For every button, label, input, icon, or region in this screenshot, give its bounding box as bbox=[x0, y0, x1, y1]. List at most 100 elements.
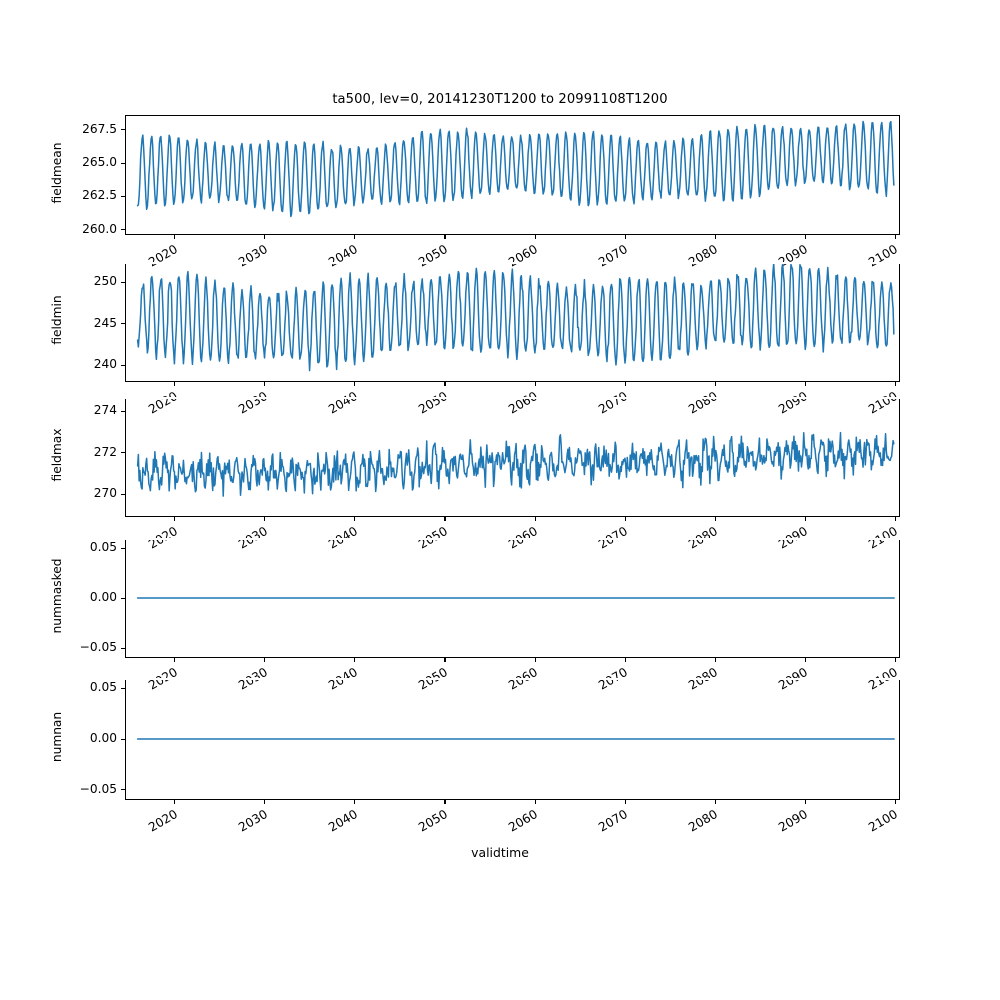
y-tick-mark bbox=[121, 129, 125, 131]
x-tick-mark bbox=[804, 517, 806, 521]
x-tick-mark bbox=[354, 658, 356, 662]
y-tick-label: 0.00 bbox=[89, 731, 117, 745]
y-tick-mark bbox=[121, 229, 125, 231]
y-tick-label: 0.05 bbox=[89, 680, 117, 695]
x-tick-mark bbox=[894, 800, 897, 804]
x-tick-mark bbox=[354, 382, 356, 386]
x-tick-mark bbox=[714, 658, 716, 662]
subplot-fieldmax bbox=[125, 397, 900, 517]
x-tick-mark bbox=[174, 800, 176, 804]
x-tick-mark bbox=[534, 235, 536, 239]
x-tick-mark bbox=[714, 382, 716, 386]
x-tick-label: 2080 bbox=[686, 807, 721, 835]
x-tick-mark bbox=[174, 382, 176, 386]
subplot-nummasked bbox=[125, 538, 900, 658]
subplot-fieldmin bbox=[125, 262, 900, 382]
y-tick-mark bbox=[121, 647, 125, 649]
x-tick-mark bbox=[444, 658, 446, 662]
x-tick-mark bbox=[174, 517, 176, 521]
y-tick-label: 262.5 bbox=[82, 188, 117, 203]
x-tick-mark bbox=[894, 382, 897, 386]
x-tick-mark bbox=[444, 517, 446, 521]
figure-title: ta500, lev=0, 20141230T1200 to 20991108T… bbox=[332, 92, 668, 107]
x-tick-mark bbox=[354, 517, 356, 521]
y-tick-mark bbox=[121, 687, 125, 689]
x-tick-mark bbox=[804, 800, 806, 804]
y-tick-label: 240 bbox=[93, 357, 117, 372]
y-tick-mark bbox=[121, 789, 125, 791]
y-tick-label: 270 bbox=[93, 486, 117, 501]
y-tick-label: 250 bbox=[93, 274, 117, 288]
x-tick-mark bbox=[714, 235, 716, 239]
x-tick-mark bbox=[264, 382, 266, 386]
y-tick-label: 274 bbox=[93, 403, 117, 418]
x-tick-mark bbox=[624, 800, 626, 804]
x-tick-label: 2100 bbox=[866, 807, 901, 835]
y-tick-label: −0.05 bbox=[79, 781, 117, 796]
y-axis-label-numnan: numnan bbox=[50, 711, 64, 763]
x-tick-mark bbox=[804, 235, 806, 239]
y-tick-mark bbox=[121, 162, 125, 164]
x-tick-mark bbox=[714, 517, 716, 521]
y-tick-mark bbox=[121, 323, 125, 325]
y-tick-label: 260.0 bbox=[82, 221, 117, 236]
panel-gap-mask bbox=[0, 262, 1000, 264]
x-tick-mark bbox=[354, 800, 356, 804]
y-tick-label: 267.5 bbox=[82, 121, 117, 136]
x-tick-label: 2070 bbox=[596, 807, 631, 835]
x-tick-mark bbox=[534, 382, 536, 386]
y-tick-label: 265.0 bbox=[82, 155, 117, 169]
y-tick-label: 272 bbox=[93, 444, 117, 459]
x-tick-mark bbox=[624, 517, 626, 521]
y-axis-label-nummasked: nummasked bbox=[50, 558, 64, 634]
x-tick-mark bbox=[624, 658, 626, 662]
x-tick-mark bbox=[174, 658, 176, 662]
y-tick-mark bbox=[121, 738, 125, 740]
x-tick-mark bbox=[894, 517, 897, 521]
x-tick-mark bbox=[264, 517, 266, 521]
y-tick-label: −0.05 bbox=[79, 640, 117, 654]
x-tick-mark bbox=[534, 800, 536, 804]
x-tick-mark bbox=[804, 382, 806, 386]
y-tick-label: 0.05 bbox=[89, 540, 117, 554]
x-tick-mark bbox=[894, 658, 897, 662]
y-tick-label: 245 bbox=[93, 315, 117, 330]
y-tick-mark bbox=[121, 547, 125, 549]
x-tick-mark bbox=[894, 235, 897, 239]
x-tick-label: 2040 bbox=[325, 807, 360, 835]
x-tick-label: 2020 bbox=[145, 807, 180, 835]
y-tick-mark bbox=[121, 281, 125, 283]
panel-gap-mask bbox=[0, 538, 1000, 540]
x-tick-label: 2050 bbox=[416, 807, 450, 835]
x-tick-mark bbox=[624, 382, 626, 386]
panel-gap-mask bbox=[0, 678, 1000, 680]
subplot-fieldmean bbox=[125, 115, 900, 235]
y-tick-mark bbox=[121, 452, 125, 454]
y-tick-mark bbox=[121, 364, 125, 366]
x-tick-mark bbox=[624, 235, 626, 239]
y-tick-mark bbox=[121, 493, 125, 495]
x-tick-label: 2060 bbox=[506, 807, 541, 835]
x-tick-mark bbox=[534, 517, 536, 521]
subplot-numnan bbox=[125, 678, 900, 800]
x-tick-mark bbox=[354, 235, 356, 239]
y-axis-label-fieldmin: fieldmin bbox=[50, 295, 64, 345]
y-tick-mark bbox=[121, 195, 125, 197]
x-tick-mark bbox=[174, 235, 176, 239]
y-tick-label: 0.00 bbox=[89, 590, 117, 604]
x-tick-mark bbox=[444, 800, 446, 804]
x-tick-label: 2090 bbox=[776, 807, 811, 835]
x-tick-mark bbox=[714, 800, 716, 804]
x-tick-label: 2030 bbox=[235, 807, 270, 835]
x-tick-mark bbox=[534, 658, 536, 662]
x-tick-mark bbox=[264, 800, 266, 804]
x-tick-mark bbox=[264, 658, 266, 662]
y-axis-label-fieldmax: fieldmax bbox=[50, 428, 64, 482]
y-axis-label-fieldmean: fieldmean bbox=[50, 142, 64, 204]
y-tick-mark bbox=[121, 597, 125, 599]
x-tick-mark bbox=[264, 235, 266, 239]
y-tick-mark bbox=[121, 410, 125, 413]
x-tick-mark bbox=[804, 658, 806, 662]
x-tick-mark bbox=[444, 382, 446, 386]
x-axis-label: validtime bbox=[471, 845, 529, 860]
